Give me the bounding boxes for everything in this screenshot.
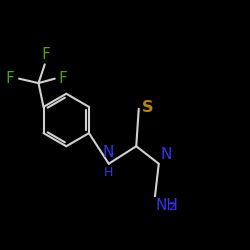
Text: F: F (6, 71, 14, 86)
Text: F: F (58, 71, 67, 86)
Text: N: N (161, 147, 172, 162)
Text: S: S (142, 100, 154, 116)
Text: H: H (103, 166, 113, 179)
Text: NH: NH (156, 198, 178, 212)
Text: N: N (102, 145, 114, 160)
Text: F: F (42, 48, 50, 62)
Text: 2: 2 (168, 202, 175, 212)
